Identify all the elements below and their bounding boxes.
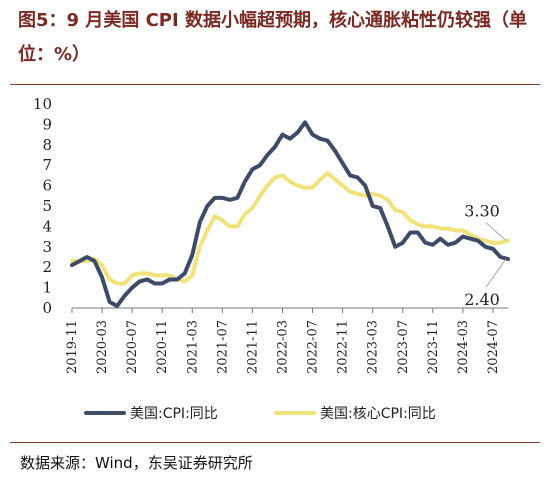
x-tick-label: 2021-07	[215, 320, 230, 374]
x-tick-label: 2023-03	[366, 320, 381, 374]
title-divider	[10, 84, 540, 85]
x-tick-label: 2019-11	[65, 320, 80, 374]
source-note: 数据来源：Wind，东吴证券研究所	[20, 454, 253, 472]
core-cpi-yoy-line	[70, 171, 510, 286]
y-tick-label: 8	[42, 136, 52, 154]
x-tick-label: 2023-11	[426, 320, 441, 374]
x-tick-label: 2022-11	[336, 320, 351, 374]
x-tick-label: 2020-07	[125, 320, 140, 374]
figure-title: 图5：9 月美国 CPI 数据小幅超预期，核心通胀粘性仍较强（单位：%）	[18, 10, 527, 65]
legend-label: 美国:CPI:同比	[130, 406, 218, 422]
y-tick-label: 1	[42, 279, 52, 297]
series-layer	[70, 120, 510, 308]
y-tick-label: 6	[42, 177, 52, 195]
x-tick-label: 2020-03	[95, 320, 110, 374]
annotation-leader-line	[485, 222, 507, 242]
y-tick-label: 3	[42, 238, 52, 256]
y-tick-label: 4	[42, 217, 52, 235]
x-tick-label: 2021-03	[185, 320, 200, 374]
x-axis: 2019-11 2020-03 2020-07 2020-11 2021-03 2021-…	[65, 307, 508, 374]
y-axis: 0 1 2 3 4 5 6 7 8 9 10	[33, 95, 52, 317]
x-tick-label: 2024-07	[486, 320, 501, 374]
cpi-latest-label: 2.40	[464, 290, 500, 309]
cpi-yoy-line	[70, 120, 510, 308]
x-tick-label: 2020-11	[155, 320, 170, 374]
y-tick-label: 10	[33, 95, 52, 113]
source-divider	[10, 442, 540, 443]
y-tick-label: 0	[42, 299, 52, 317]
y-tick-label: 2	[42, 258, 52, 276]
x-tick-label: 2024-03	[456, 320, 471, 374]
x-tick-label: 2022-07	[306, 320, 321, 374]
legend: 美国:CPI:同比 美国:核心CPI:同比	[84, 406, 436, 422]
x-tick-label: 2021-11	[245, 320, 260, 374]
x-tick-label: 2023-07	[396, 320, 411, 374]
y-tick-label: 5	[42, 197, 52, 215]
x-tick-label: 2022-03	[275, 320, 290, 374]
annotation-layer: 3.30 2.40	[464, 202, 507, 309]
annotation-leader-line	[485, 258, 507, 288]
y-tick-label: 7	[42, 156, 52, 174]
core-cpi-latest-label: 3.30	[464, 202, 500, 221]
legend-label: 美国:核心CPI:同比	[320, 406, 436, 422]
y-tick-label: 9	[42, 115, 52, 133]
